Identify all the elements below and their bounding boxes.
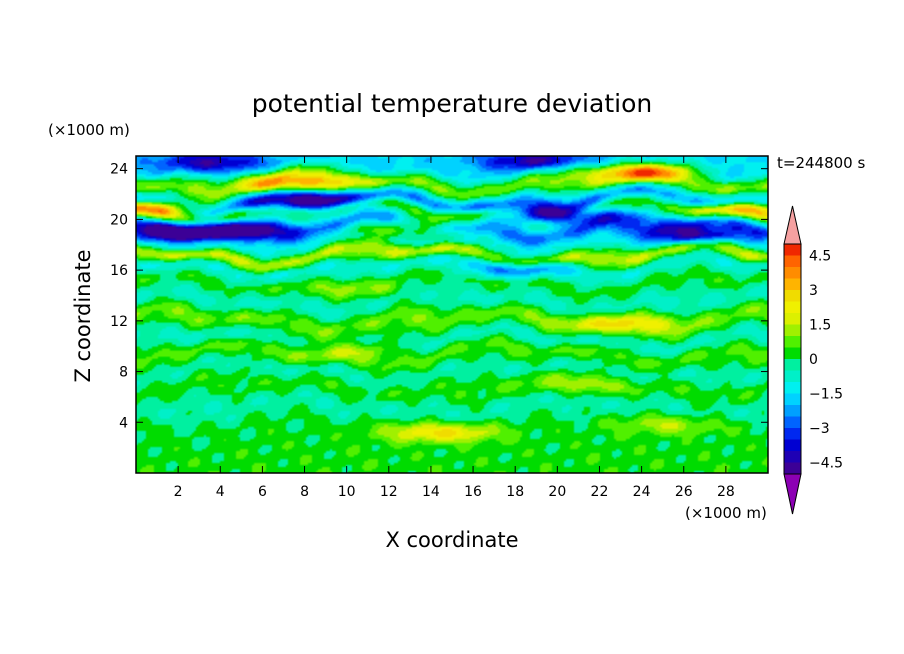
x-tick-label: 14 (422, 484, 440, 500)
x-axis-ticks: 2 4 6 8 10 12 14 16 18 20 22 24 26 28 (174, 156, 735, 500)
colorbar-swatch (784, 451, 801, 463)
colorbar-label: −3 (809, 421, 830, 437)
colorbar-swatch (784, 278, 801, 291)
y-tick-label: 24 (110, 162, 128, 178)
y-axis-ticks: 4 8 12 16 20 24 (110, 162, 768, 431)
colorbar-swatch (784, 255, 801, 268)
x-tick-label: 4 (216, 484, 225, 500)
chart-title: potential temperature deviation (252, 89, 652, 118)
x-tick-label: 24 (633, 484, 651, 500)
colorbar-label: 0 (809, 352, 818, 368)
x-tick-label: 6 (258, 484, 267, 500)
x-tick-label: 8 (300, 484, 309, 500)
time-label: t=244800 s (777, 154, 865, 172)
y-tick-label: 16 (110, 263, 128, 279)
heatmap-image (136, 156, 768, 473)
colorbar-swatch (784, 462, 801, 475)
colorbar-label: 4.5 (809, 249, 831, 265)
colorbar-over-arrow (783, 205, 802, 245)
y-tick-label: 8 (119, 365, 128, 381)
colorbar-swatch (784, 393, 801, 406)
colorbar-under-arrow (783, 473, 802, 515)
x-axis-label: X coordinate (385, 528, 518, 552)
x-tick-label: 26 (675, 484, 693, 500)
plot-frame (135, 155, 769, 474)
colorbar-frame (783, 243, 802, 475)
colorbar-swatch (784, 428, 801, 440)
colorbar-swatch (784, 244, 801, 256)
colorbar-swatch (784, 336, 801, 348)
colorbar-swatch (784, 301, 801, 314)
colorbar-swatch (784, 324, 801, 337)
x-unit-label: (×1000 m) (685, 504, 767, 522)
colorbar-swatch (784, 267, 801, 279)
colorbar-swatch (784, 359, 801, 371)
x-tick-label: 16 (464, 484, 482, 500)
colorbar-swatch (784, 382, 801, 394)
colorbar-swatch (784, 347, 801, 360)
y-tick-label: 12 (110, 314, 128, 330)
x-tick-label: 2 (174, 484, 183, 500)
colorbar: 4.5 3 1.5 0 −1.5 −3 −4.5 (783, 205, 843, 515)
x-tick-label: 20 (548, 484, 566, 500)
y-tick-label: 4 (119, 415, 128, 431)
x-tick-label: 28 (717, 484, 735, 500)
colorbar-swatch (784, 416, 801, 429)
x-tick-label: 22 (591, 484, 609, 500)
colorbar-label: 1.5 (809, 318, 831, 334)
y-axis-label: Z coordinate (71, 249, 95, 382)
x-tick-label: 12 (380, 484, 398, 500)
colorbar-label: 3 (809, 283, 818, 299)
colorbar-swatch (784, 439, 801, 452)
colorbar-swatch (784, 405, 801, 417)
x-tick-label: 10 (338, 484, 356, 500)
colorbar-label: −1.5 (809, 387, 843, 403)
colorbar-swatch (784, 370, 801, 383)
colorbar-swatch (784, 313, 801, 325)
y-tick-label: 20 (110, 212, 128, 228)
colorbar-swatch (784, 290, 801, 302)
colorbar-label: −4.5 (809, 456, 843, 472)
x-tick-label: 18 (506, 484, 524, 500)
y-unit-label: (×1000 m) (48, 121, 130, 139)
